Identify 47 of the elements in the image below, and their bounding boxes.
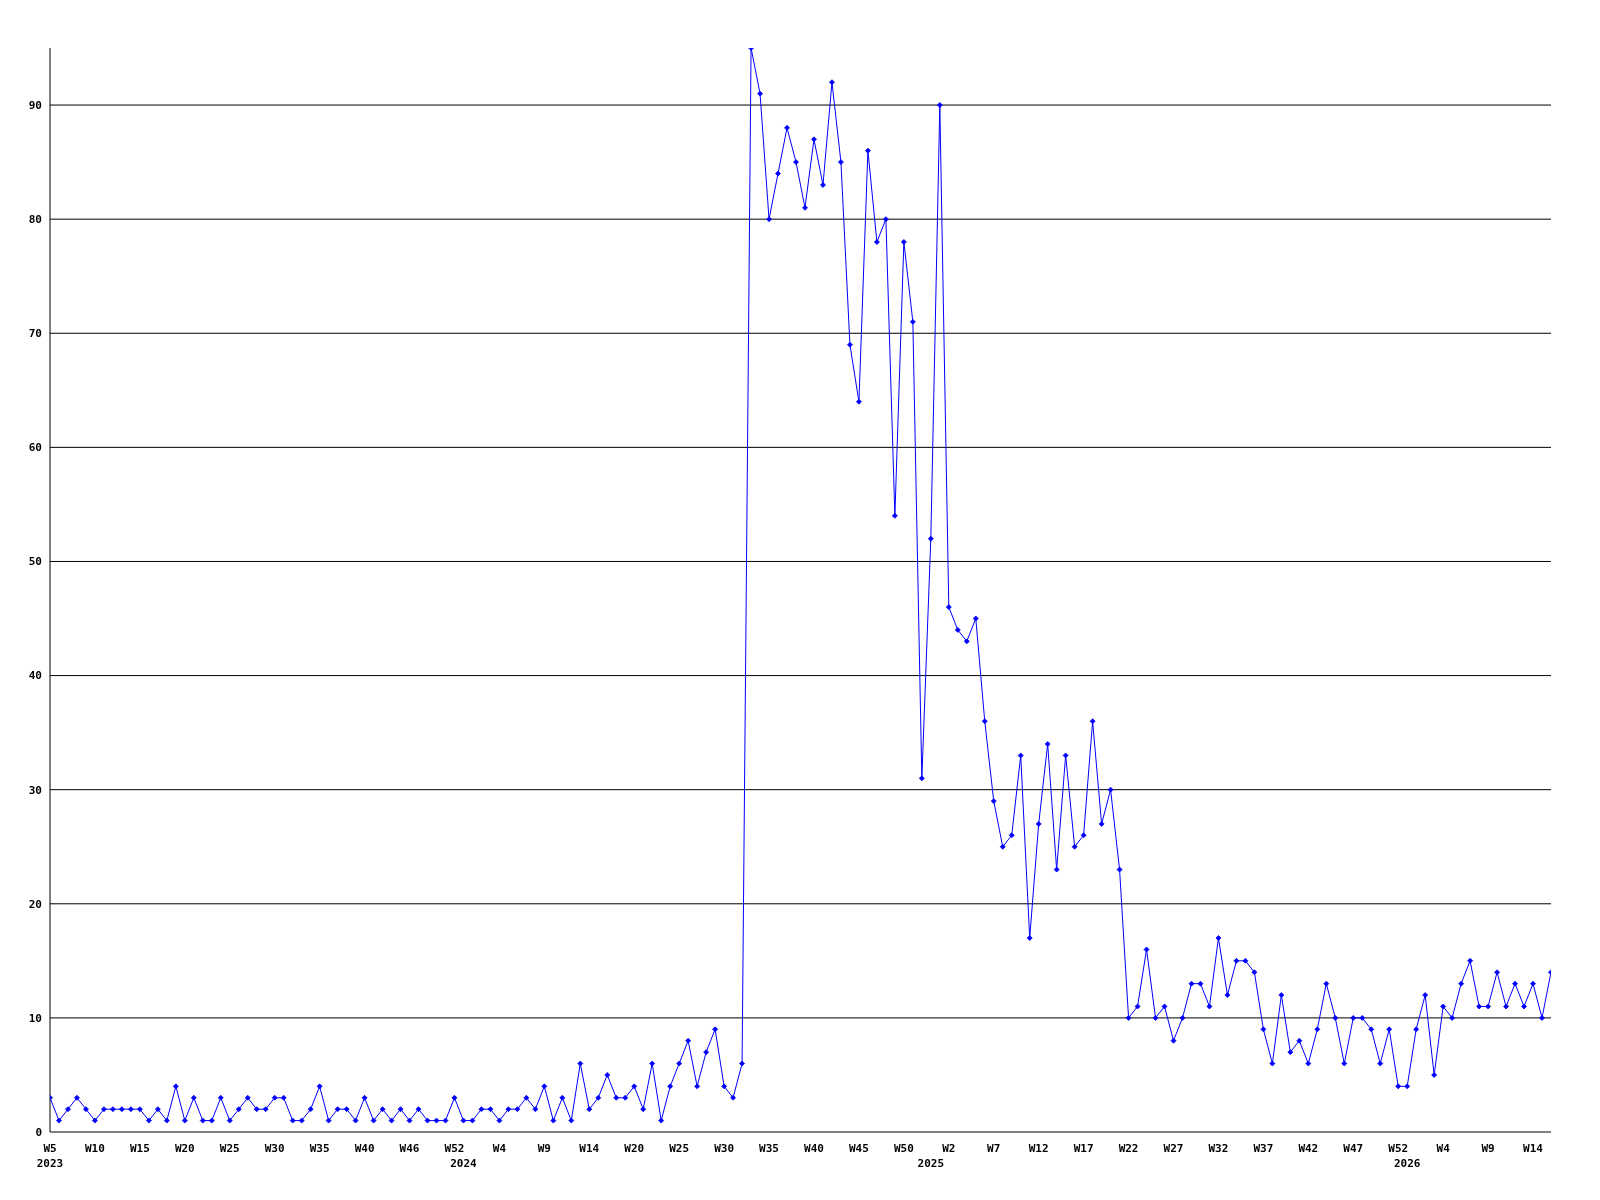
x-tick-label: W46 xyxy=(399,1142,420,1155)
x-tick-label: W37 xyxy=(1253,1142,1274,1155)
x-tick-label: W40 xyxy=(354,1142,375,1155)
x-tick-label: W12 xyxy=(1028,1142,1049,1155)
x-tick-label: W5 2023 xyxy=(36,1142,64,1170)
y-tick-label: 20 xyxy=(28,897,42,911)
x-tick-label: W52 xyxy=(1388,1142,1409,1155)
x-tick-label: W25 xyxy=(669,1142,690,1155)
x-tick-label: W7 xyxy=(987,1142,1001,1155)
x-tick-label: W14 xyxy=(579,1142,600,1155)
x-tick-label: W30 xyxy=(264,1142,285,1155)
x-tick-label: W9 xyxy=(537,1142,551,1155)
x-tick-label: W27 xyxy=(1163,1142,1184,1155)
x-tick-label: 2024 xyxy=(450,1157,478,1170)
x-tick-label: W20 xyxy=(174,1142,195,1155)
y-tick-label: 50 xyxy=(28,555,42,569)
x-tick-label: 2026 xyxy=(1393,1157,1421,1170)
y-tick-label: 0 xyxy=(35,1125,42,1139)
x-tick-label: W20 xyxy=(624,1142,645,1155)
y-tick-label: 40 xyxy=(28,669,42,683)
y-tick-label: 70 xyxy=(28,327,42,341)
x-tick-label: W14 xyxy=(1523,1142,1544,1155)
x-tick-label: W35 xyxy=(759,1142,779,1155)
x-tick-label: W2 xyxy=(942,1142,956,1155)
x-tick-label: W47 xyxy=(1343,1142,1364,1155)
x-tick-label: W42 xyxy=(1298,1142,1319,1155)
y-tick-label: 10 xyxy=(28,1011,42,1025)
x-tick-label: W4 xyxy=(1436,1142,1451,1155)
x-tick-label: W25 xyxy=(219,1142,240,1155)
x-tick-label: W40 xyxy=(804,1142,824,1155)
x-tick-label: W45 xyxy=(848,1142,869,1155)
x-tick-label: W17 xyxy=(1073,1142,1094,1155)
x-tick-label: W10 xyxy=(85,1142,105,1155)
x-tick-label: W15 xyxy=(129,1142,150,1155)
x-tick-label: W30 xyxy=(714,1142,735,1155)
x-tick-label: W4 xyxy=(492,1142,507,1155)
y-tick-label: 80 xyxy=(28,213,42,227)
x-tick-label: W9 xyxy=(1481,1142,1495,1155)
y-tick-label: 30 xyxy=(28,783,42,797)
x-tick-label: 2025 xyxy=(917,1157,945,1170)
x-tick-label: W50 xyxy=(893,1142,914,1155)
x-tick-label: W35 xyxy=(309,1142,330,1155)
x-tick-label: W22 xyxy=(1118,1142,1139,1155)
y-tick-label: 90 xyxy=(28,98,42,112)
x-tick-label: W32 xyxy=(1208,1142,1229,1155)
y-tick-label: 60 xyxy=(28,441,42,455)
x-tick-label: W52 xyxy=(444,1142,465,1155)
